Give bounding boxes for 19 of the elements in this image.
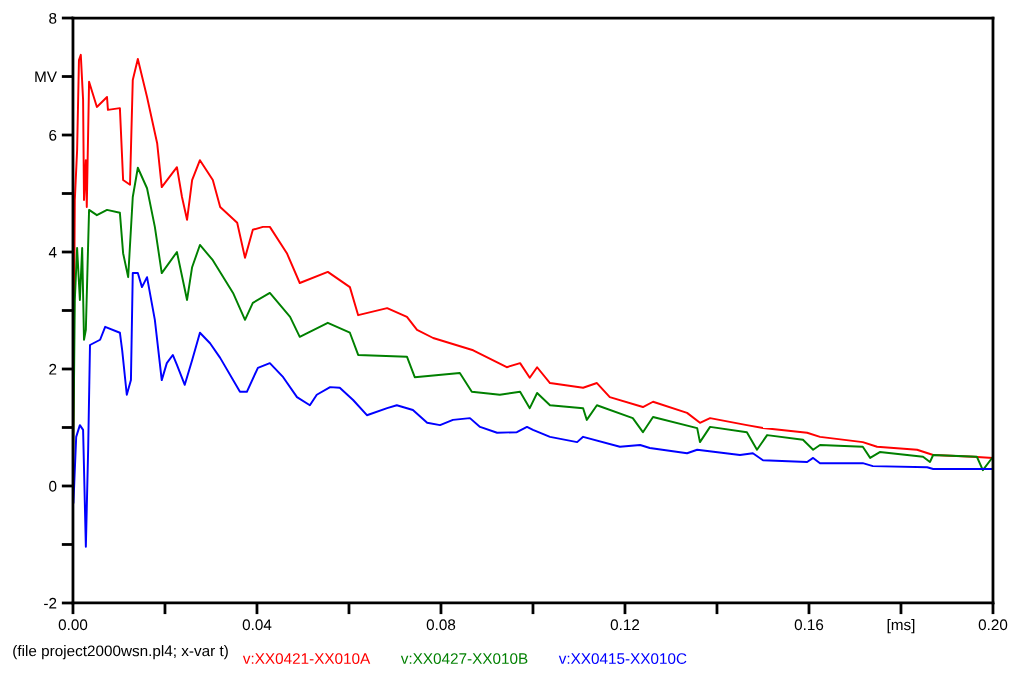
y-tick-label: -2 <box>44 597 57 609</box>
text: v:XX0427-XX010B <box>400 653 528 665</box>
x-tick-label: 0.16 <box>794 619 824 631</box>
x-tick-label: 0.00 <box>58 619 88 631</box>
x-tick-label: 0.04 <box>242 619 272 631</box>
x-tick-label: 0.12 <box>610 619 640 631</box>
text: v:XX0421-XX010A <box>242 653 371 665</box>
y-tick-label: 0 <box>49 480 57 492</box>
y-tick-label: 2 <box>49 363 57 375</box>
y-tick-label: 4 <box>48 247 57 258</box>
y-tick-label: 8 <box>49 12 57 24</box>
x-tick-label: 0.20 <box>978 619 1008 631</box>
x-tick-label: [ms] <box>887 618 915 634</box>
x-tick-label: 0.08 <box>426 619 456 631</box>
y-tick-label: 6 <box>49 129 57 141</box>
line-series <box>72 272 993 548</box>
text: v:XX0415-XX010C <box>558 653 687 665</box>
y-tick-label: MV <box>35 71 57 83</box>
text: (file project2000wsn.pl4; x-var t) <box>13 645 228 660</box>
